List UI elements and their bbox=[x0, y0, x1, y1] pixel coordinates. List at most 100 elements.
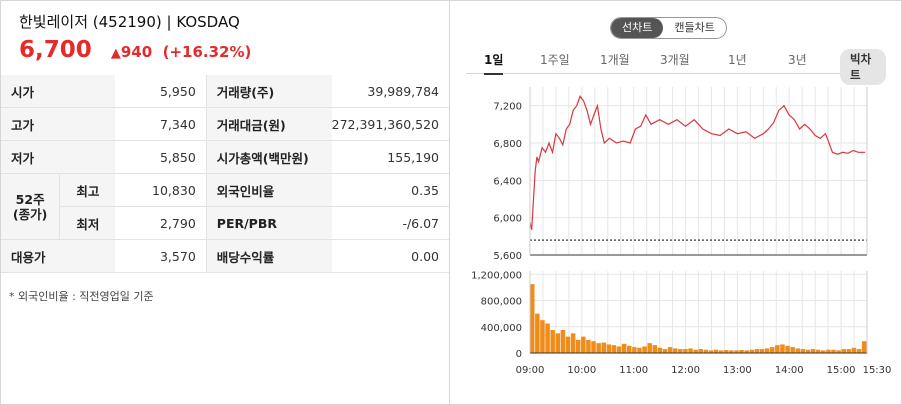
volume-bar bbox=[861, 341, 867, 353]
volume-bar bbox=[586, 339, 591, 353]
table-row: 52주 (종가) 최고 10,830 외국인비율 0.35 bbox=[1, 173, 449, 240]
volume-bar bbox=[708, 350, 714, 353]
volume-bar bbox=[632, 347, 637, 353]
chart-grid bbox=[529, 87, 868, 353]
row-value: 7,340 bbox=[115, 107, 207, 141]
volume-bar bbox=[606, 344, 612, 353]
volume-bar bbox=[713, 349, 719, 353]
volume-bar bbox=[749, 349, 755, 353]
row-value: 5,950 bbox=[115, 75, 207, 108]
price-series bbox=[529, 95, 866, 230]
row-label: 대용가 bbox=[1, 239, 116, 273]
price-tick-label: 5,600 bbox=[493, 251, 522, 262]
volume-bar bbox=[800, 349, 806, 353]
volume-bar bbox=[754, 349, 760, 353]
volume-bar bbox=[678, 349, 683, 353]
y-axis-labels: 7,200 6,800 6,400 6,000 5,600 1,200,000 800,00… bbox=[471, 102, 522, 360]
volume-bar bbox=[856, 349, 862, 353]
tab-1m[interactable]: 1개월 bbox=[600, 53, 630, 67]
volume-bar bbox=[627, 345, 632, 353]
row-value: 155,190 bbox=[331, 140, 449, 174]
row-value: 2,790 bbox=[115, 206, 207, 240]
intraday-chart: 7,200 6,800 6,400 6,000 5,600 1,200,000 800,00… bbox=[471, 87, 892, 376]
volume-bar bbox=[815, 349, 821, 353]
price-tick-label: 6,000 bbox=[493, 214, 522, 225]
volume-bar bbox=[596, 343, 601, 353]
volume-bar bbox=[831, 349, 836, 353]
row-value: 272,391,360,520 bbox=[331, 107, 449, 141]
row-label: 최고 bbox=[59, 173, 116, 207]
volume-bar bbox=[785, 345, 790, 353]
change-value: 940 bbox=[120, 43, 153, 61]
tab-3y[interactable]: 3년 bbox=[788, 53, 807, 67]
row-value: 5,850 bbox=[115, 140, 207, 174]
volume-bar bbox=[805, 349, 811, 353]
line-chart-toggle[interactable]: 선차트 bbox=[611, 18, 664, 38]
chart-frame bbox=[529, 87, 868, 354]
volume-bar bbox=[810, 349, 816, 353]
tab-3m[interactable]: 3개월 bbox=[660, 53, 690, 67]
volume-bar bbox=[724, 350, 729, 353]
row-value: 39,989,784 bbox=[331, 75, 449, 108]
row-value: 3,570 bbox=[115, 239, 207, 273]
price-line: 6,700 ▲940 (+16.32%) bbox=[19, 37, 251, 63]
volume-bar bbox=[565, 336, 571, 353]
week52-label: 52주 (종가) bbox=[1, 173, 60, 240]
change-percent: (+16.32%) bbox=[162, 43, 252, 61]
price-line bbox=[529, 95, 866, 230]
row-label: 외국인비율 bbox=[205, 173, 332, 207]
tab-1w[interactable]: 1주일 bbox=[540, 53, 570, 67]
volume-bar bbox=[759, 349, 765, 353]
volume-tick-label: 1,200,000 bbox=[471, 270, 522, 281]
volume-bar bbox=[667, 347, 673, 353]
current-price: 6,700 bbox=[19, 37, 92, 63]
volume-bar bbox=[616, 346, 622, 353]
volume-bar bbox=[688, 348, 693, 353]
volume-bars bbox=[530, 284, 867, 353]
bigchart-button[interactable]: 빅차트 bbox=[840, 49, 886, 85]
time-tick-label: 13:00 bbox=[723, 365, 752, 376]
volume-bar bbox=[535, 313, 540, 353]
time-tick-label: 12:00 bbox=[671, 365, 700, 376]
stock-info-table: 시가 5,950 거래량(주) 39,989,784 고가 7,340 거래대금… bbox=[1, 75, 449, 273]
volume-bar bbox=[621, 343, 627, 353]
candle-chart-toggle[interactable]: 캔들차트 bbox=[674, 21, 715, 34]
volume-bar bbox=[841, 349, 846, 353]
volume-bar bbox=[570, 333, 576, 353]
chart-panel: 선차트 캔들차트 1일 1주일 1개월 3개월 1년 3년 빅차트 7,200 6… bbox=[450, 1, 901, 404]
volume-bar bbox=[662, 349, 668, 353]
row-label: PER/PBR bbox=[205, 206, 332, 240]
price-change: ▲940 (+16.32%) bbox=[111, 43, 252, 61]
table-row: 최저 2,790 PER/PBR -/6.07 bbox=[1, 206, 449, 240]
table-row: 저가 5,850 시가총액(백만원) 155,190 bbox=[1, 140, 449, 174]
row-label: 시가 bbox=[1, 75, 116, 108]
volume-bar bbox=[540, 320, 545, 353]
row-value: 10,830 bbox=[115, 173, 207, 207]
volume-bar bbox=[642, 346, 647, 353]
row-value: -/6.07 bbox=[331, 206, 449, 240]
up-triangle-icon: ▲ bbox=[110, 46, 121, 61]
volume-bar bbox=[611, 345, 617, 353]
time-tick-label: 14:00 bbox=[775, 365, 804, 376]
volume-bar bbox=[795, 348, 801, 353]
table-row: 고가 7,340 거래대금(원) 272,391,360,520 bbox=[1, 107, 449, 141]
volume-bar bbox=[769, 347, 775, 353]
volume-bar bbox=[683, 349, 688, 353]
x-axis-labels: 09:00 10:00 11:00 12:00 13:00 14:00 15:00 15:30 bbox=[516, 365, 892, 376]
table-row: 시가 5,950 거래량(주) 39,989,784 bbox=[1, 75, 449, 108]
volume-bar bbox=[550, 330, 555, 353]
volume-bar bbox=[739, 350, 744, 353]
tab-1y[interactable]: 1년 bbox=[728, 53, 747, 67]
volume-bar bbox=[652, 345, 658, 353]
volume-tick-label: 0 bbox=[516, 349, 522, 360]
volume-bar bbox=[718, 350, 724, 353]
volume-bar bbox=[703, 349, 709, 353]
stock-title[interactable]: 한빛레이저 (452190) | KOSDAQ bbox=[19, 13, 240, 31]
volume-bar bbox=[744, 350, 749, 353]
row-label: 배당수익률 bbox=[205, 239, 332, 273]
tab-1d[interactable]: 1일 bbox=[484, 51, 504, 75]
table-row: 대용가 3,570 배당수익률 0.00 bbox=[1, 239, 449, 273]
row-label: 최저 bbox=[59, 206, 116, 240]
volume-bar bbox=[657, 347, 663, 353]
row-label: 시가총액(백만원) bbox=[205, 140, 332, 174]
